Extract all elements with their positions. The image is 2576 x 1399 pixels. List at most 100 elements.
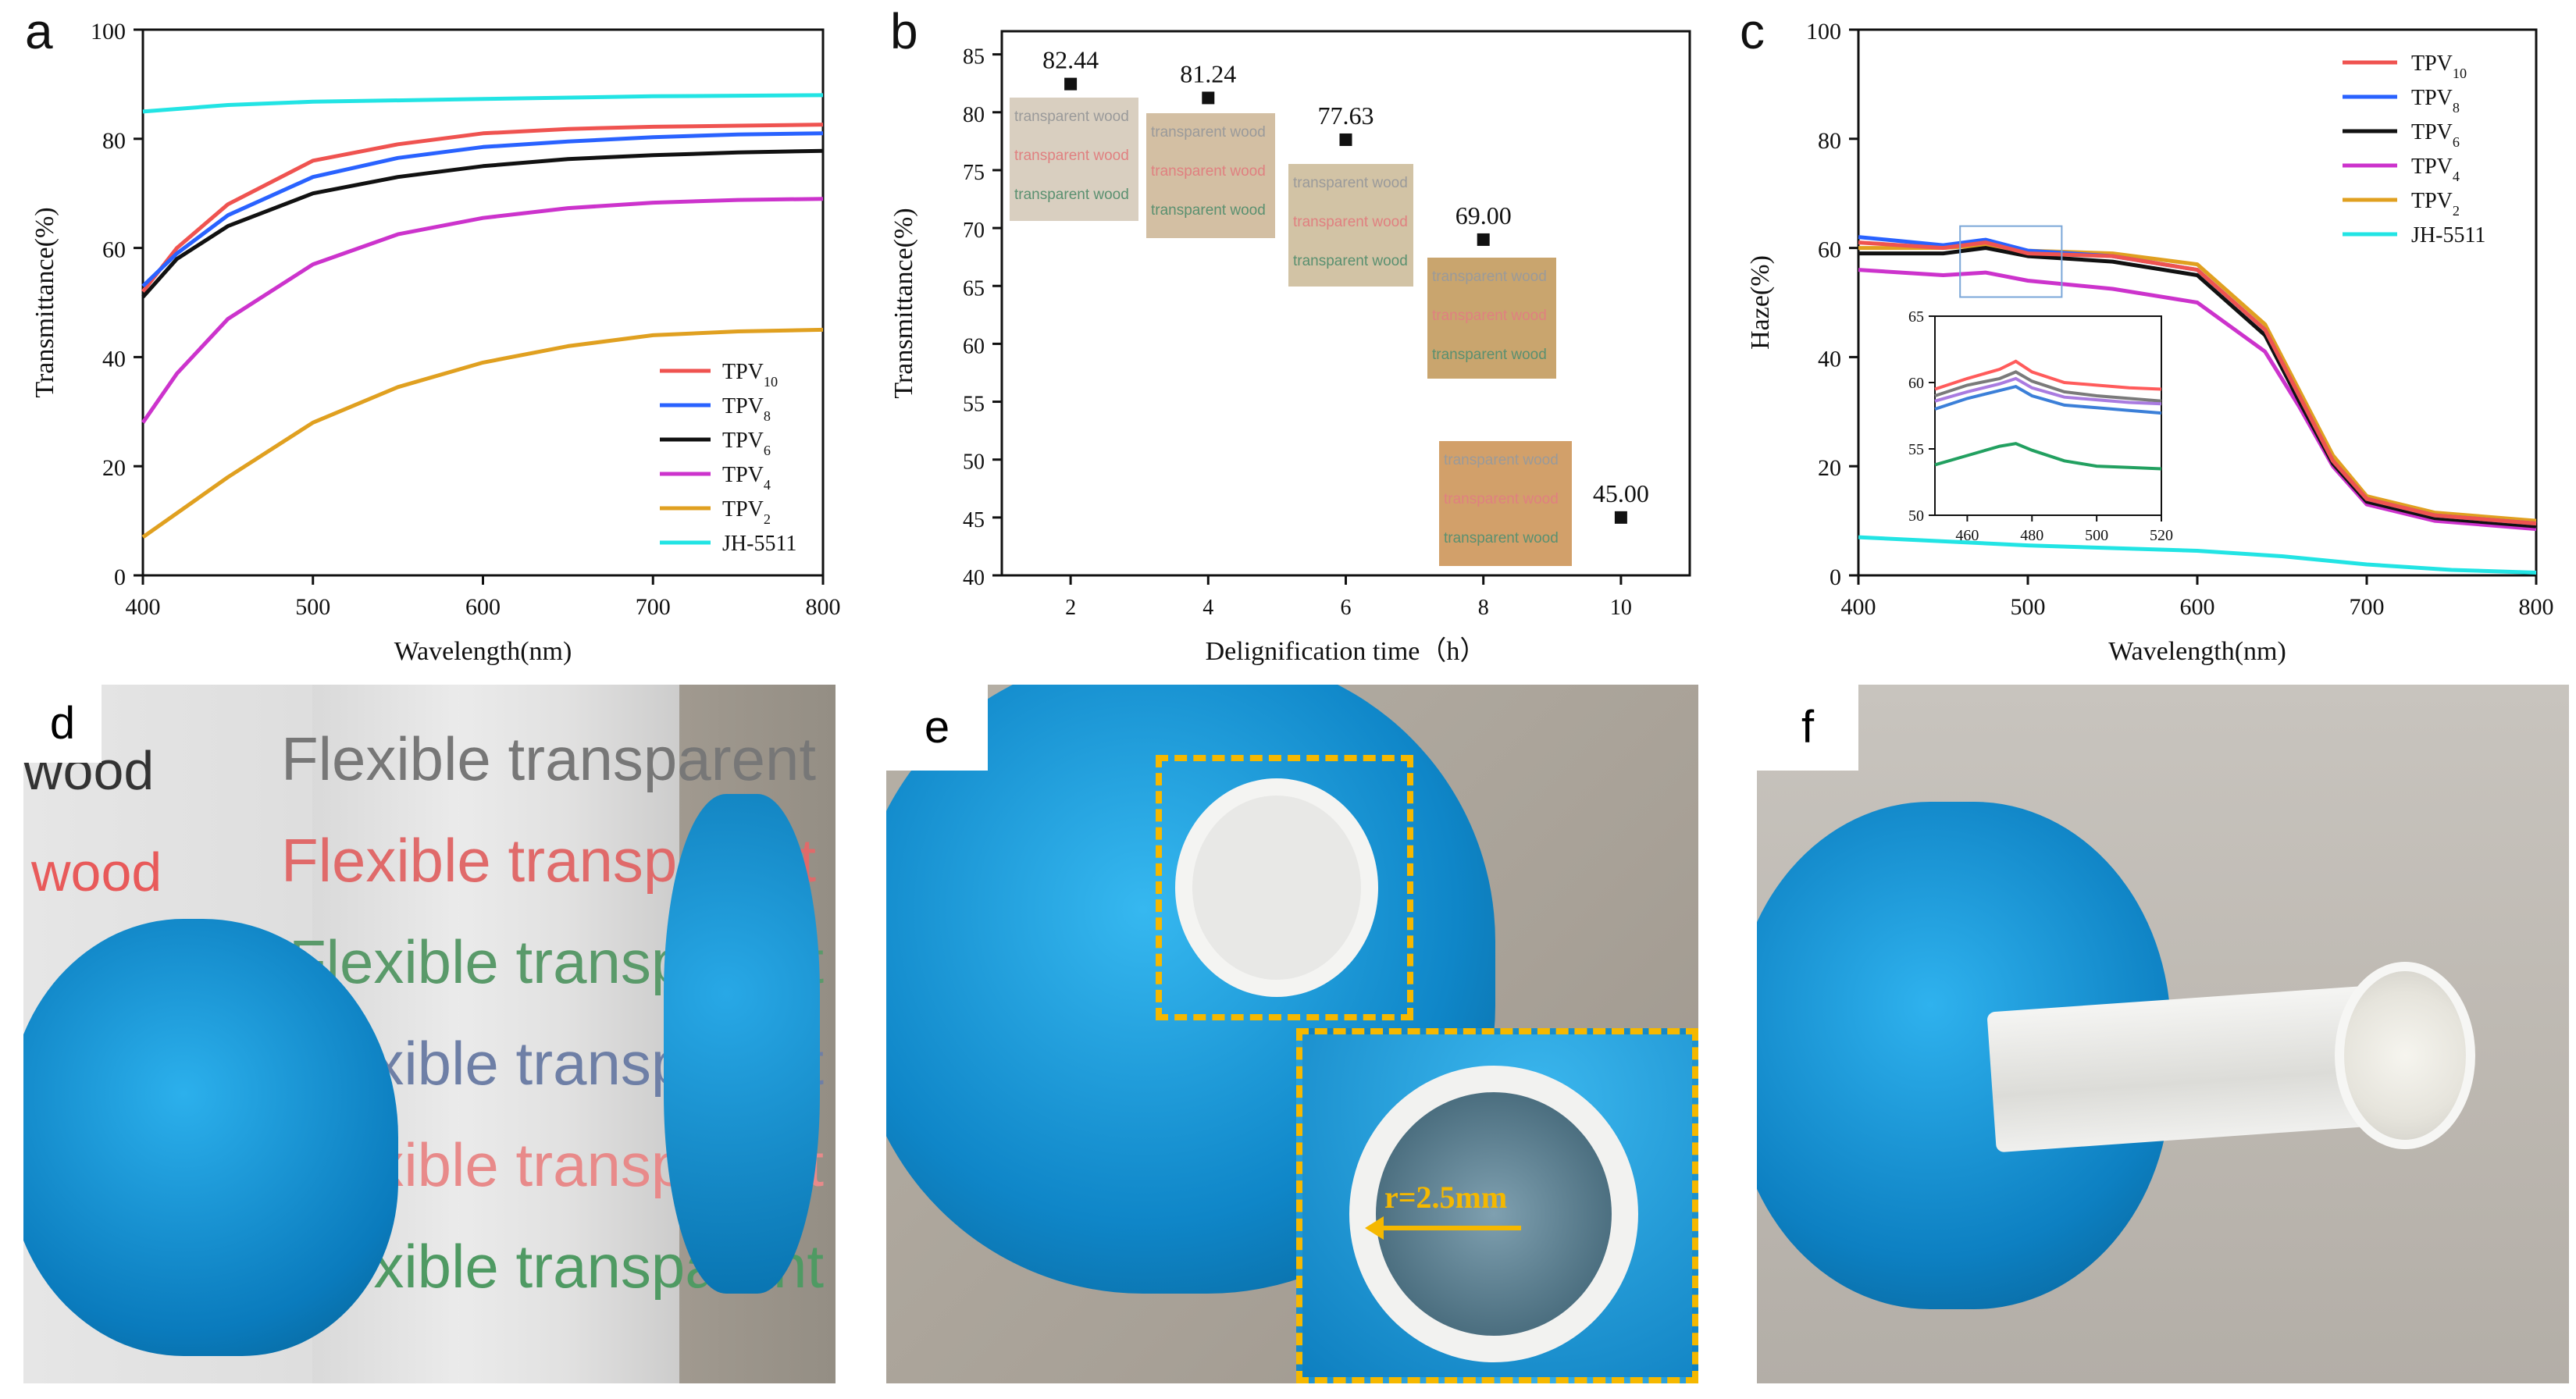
inset-frame [1934, 315, 2162, 516]
legend-label-TPV8-a: TPV8 [722, 394, 771, 424]
y-tick-label-a: 60 [102, 237, 126, 263]
x-axis-label-a: Wavelength(nm) [394, 637, 572, 666]
flexible-text-1: Flexible transparent [281, 724, 817, 793]
inset-y-tick-label: 65 [1908, 308, 1924, 326]
y-tick-label-a: 100 [91, 19, 126, 44]
x-tick-label-a: 800 [806, 594, 841, 620]
legend-label-TPV4-a: TPV4 [722, 463, 771, 493]
sample-photo-text: transparent wood [1151, 202, 1266, 219]
inset-line-inset_blue [1934, 384, 2162, 415]
y-tick-label-a: 80 [102, 128, 126, 154]
y-tick-label-a: 40 [102, 346, 126, 372]
rolled-film-end [2335, 962, 2475, 1149]
inset-y-tick-label: 50 [1908, 507, 1924, 525]
sample-photo-text: transparent wood [1293, 214, 1408, 230]
panel-letter-d: d [23, 685, 102, 763]
x-tick-label-c: 500 [2011, 594, 2046, 620]
y-tick-label-c: 0 [1830, 564, 1841, 590]
series-line-TPV4-c [1858, 268, 2537, 532]
y-tick-label-c: 20 [1818, 455, 1841, 481]
photo-panel-f: f [1757, 685, 2569, 1383]
sample-photo-1 [1010, 98, 1138, 221]
inset-x-tick-label: 480 [2020, 527, 2043, 544]
x-tick-label-b: 8 [1478, 596, 1489, 620]
series-line-JH5511-a [142, 93, 824, 114]
inset-x-tick-label: 520 [2150, 527, 2173, 544]
data-point-b [1339, 133, 1352, 146]
panel-letter-b: b [890, 3, 918, 59]
legend-label-TPV2-a: TPV2 [722, 497, 771, 527]
x-axis-label-b: Delignification time（h） [1206, 636, 1487, 666]
x-tick-label-b: 6 [1341, 596, 1352, 620]
zoom-highlight-box [1959, 225, 2063, 298]
panel-letter-a: a [25, 3, 53, 59]
series-line-TPV6-c [1858, 246, 2537, 529]
y-tick-label-b: 75 [963, 161, 985, 185]
x-tick-label-a: 700 [636, 594, 671, 620]
series-line-TPV2-c [1858, 243, 2537, 523]
photo-panel-d: wood wood Flexible transparent Flexible … [23, 685, 836, 1383]
legend-label-TPV10-c: TPV10 [2411, 52, 2467, 81]
sample-photo-3 [1288, 164, 1413, 287]
sample-photo-2 [1146, 113, 1275, 238]
legend-label-TPV8-c: TPV8 [2411, 86, 2460, 116]
x-tick-label-c: 700 [2350, 594, 2385, 620]
legend-label-TPV6-c: TPV6 [2411, 120, 2460, 150]
x-tick-label-a: 400 [126, 594, 161, 620]
series-line-TPV2-a [141, 327, 824, 539]
x-tick-label-c: 400 [1841, 594, 1876, 620]
y-tick-label-a: 20 [102, 455, 126, 481]
glove-right [664, 794, 820, 1294]
x-axis-label-c: Wavelength(nm) [2108, 637, 2286, 666]
sample-photo-text: transparent wood [1444, 491, 1559, 507]
data-label-b: 45.00 [1593, 479, 1649, 507]
radius-arrow [1377, 1226, 1521, 1230]
sample-photo-text: transparent wood [1014, 148, 1129, 164]
inset-photo-e: r=2.5mm [1296, 1028, 1698, 1383]
data-point-b [1064, 77, 1078, 91]
inset-line-inset_green [1934, 442, 2162, 471]
y-tick-label-b: 80 [963, 103, 985, 127]
sample-photo-text: transparent wood [1444, 530, 1559, 546]
y-tick-label-c: 40 [1818, 346, 1841, 372]
y-tick-label-b: 55 [963, 393, 985, 417]
sample-photo-text: transparent wood [1432, 347, 1547, 363]
data-label-b: 81.24 [1180, 59, 1236, 87]
series-line-TPV8-a [141, 131, 824, 288]
wood-text-red: wood [31, 842, 162, 902]
legend-label-TPV6-a: TPV6 [722, 429, 771, 458]
y-axis-label-a: Transmittance(%) [30, 207, 59, 397]
inset-line-inset_red [1934, 359, 2162, 391]
sample-photo-text: transparent wood [1432, 269, 1547, 285]
x-tick-label-a: 600 [465, 594, 501, 620]
x-tick-label-c: 800 [2519, 594, 2554, 620]
y-tick-label-c: 80 [1818, 128, 1841, 154]
y-tick-label-c: 60 [1818, 237, 1841, 263]
series-line-TPV6-a [141, 148, 824, 299]
y-tick-label-b: 85 [963, 45, 985, 69]
panel-letter-f: f [1757, 685, 1858, 771]
legend-label-JH5511-c: JH-5511 [2411, 223, 2485, 247]
legend-label-TPV10-a: TPV10 [722, 360, 778, 390]
series-line-TPV10-a [141, 123, 824, 294]
data-label-b: 69.00 [1455, 201, 1512, 230]
panel-letter-c: c [1740, 3, 1765, 59]
inset-x-tick-label: 460 [1955, 527, 1979, 544]
axes-frame-a [141, 28, 825, 577]
x-tick-label-a: 500 [295, 594, 330, 620]
sample-photo-text: transparent wood [1444, 452, 1559, 468]
series-line-JH5511-c [1858, 535, 2537, 575]
sample-photo-text: transparent wood [1293, 175, 1408, 191]
data-point-b [1202, 91, 1215, 105]
y-tick-label-b: 60 [963, 334, 985, 358]
x-tick-label-b: 2 [1065, 596, 1076, 620]
y-tick-label-b: 45 [963, 508, 985, 532]
inset-line-inset_violet [1934, 376, 2162, 406]
x-tick-label-b: 4 [1202, 596, 1213, 620]
sample-photo-text: transparent wood [1432, 308, 1547, 324]
sample-photo-text: transparent wood [1014, 187, 1129, 203]
x-tick-label-b: 10 [1610, 596, 1632, 620]
y-tick-label-b: 65 [963, 276, 985, 301]
legend-label-JH5511-a: JH-5511 [722, 532, 796, 556]
